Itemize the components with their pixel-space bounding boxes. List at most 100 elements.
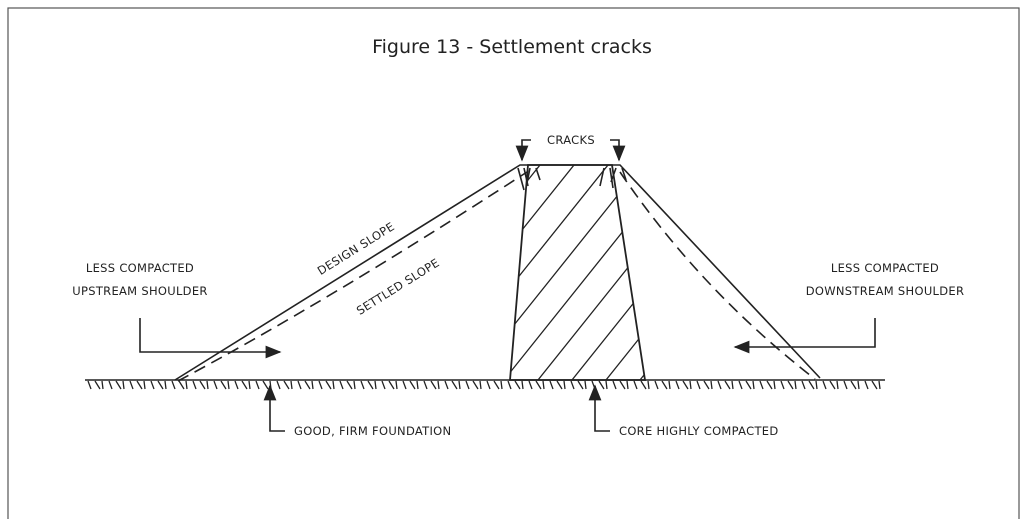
hatch (878, 380, 881, 390)
hatch (815, 380, 818, 390)
hatch (220, 380, 227, 390)
hatch (555, 165, 645, 380)
hatch (234, 380, 239, 390)
hatch (514, 380, 521, 390)
hatch (353, 380, 356, 390)
hatch (248, 380, 251, 390)
hatch (752, 380, 755, 390)
settled-upstream (177, 171, 528, 382)
hatch (738, 380, 743, 390)
hatch (731, 380, 734, 390)
hatch (766, 380, 773, 390)
upstream-arrow (139, 318, 282, 359)
hatch (444, 380, 449, 390)
hatch (829, 380, 836, 390)
hatch (584, 380, 587, 390)
hatch (521, 380, 524, 390)
hatch (864, 380, 869, 390)
hatch (416, 380, 419, 390)
downstream-arrow (733, 318, 876, 354)
hatch (640, 380, 647, 390)
hatch (290, 380, 293, 390)
hatch (430, 380, 437, 390)
frame (7, 7, 1020, 519)
hatch (318, 380, 323, 390)
hatch (276, 380, 281, 390)
hatch (696, 380, 701, 390)
hatch (164, 380, 167, 390)
core-hatch (510, 150, 892, 400)
hatch (388, 380, 395, 390)
hatch (227, 380, 230, 390)
hatch (339, 380, 344, 390)
downstream-label-line: LESS COMPACTED (831, 261, 939, 275)
hatch (598, 380, 605, 390)
hatch (857, 380, 860, 390)
crack-arrow-right (610, 139, 626, 162)
hatch (360, 380, 365, 390)
hatch (507, 380, 512, 390)
hatch (94, 380, 101, 390)
design-profile (174, 164, 821, 381)
hatch (241, 380, 248, 390)
hatch (521, 165, 645, 380)
hatch (661, 380, 668, 390)
hatch (745, 380, 752, 390)
hatch (143, 380, 146, 390)
hatch (465, 380, 470, 390)
hatch (510, 165, 553, 380)
hatch (801, 380, 806, 390)
hatch (500, 380, 503, 390)
hatch (129, 380, 134, 390)
upstream-label-line: LESS COMPACTED (86, 261, 194, 275)
hatch (150, 380, 155, 390)
hatch (556, 380, 563, 390)
hatch (304, 380, 311, 390)
hatch (479, 380, 482, 390)
hatch (472, 380, 479, 390)
hatch (850, 380, 857, 390)
hatch (255, 380, 260, 390)
hatch (409, 380, 416, 390)
hatch (101, 380, 104, 390)
hatch (325, 380, 332, 390)
hatch (682, 380, 689, 390)
hatch (542, 380, 545, 390)
hatch (658, 150, 858, 400)
cracks-label: CRACKS (547, 133, 595, 147)
hatch (692, 150, 892, 400)
hatch (619, 380, 626, 390)
upstream-label-line: UPSTREAM SHOULDER (72, 284, 207, 298)
hatch (773, 380, 776, 390)
hatch (794, 380, 797, 390)
hatch (535, 380, 542, 390)
hatch (710, 380, 713, 390)
hatch (570, 380, 575, 390)
hatch (626, 380, 629, 390)
hatch (605, 380, 608, 390)
hatch (724, 380, 731, 390)
core-label: CORE HIGHLY COMPACTED (619, 424, 779, 438)
hatch (332, 380, 335, 390)
hatch (549, 380, 554, 390)
hatch (451, 380, 458, 390)
hatch (122, 380, 125, 390)
hatch (510, 165, 587, 380)
hatch (108, 380, 113, 390)
hatch (510, 165, 645, 380)
core-arrow (588, 384, 610, 432)
hatch (589, 165, 645, 380)
hatch (563, 380, 566, 390)
hatch (528, 380, 533, 390)
hatch (283, 380, 290, 390)
hatch (136, 380, 143, 390)
hatch (787, 380, 794, 390)
hatch (297, 380, 302, 390)
hatch (346, 380, 353, 390)
hatch (843, 380, 848, 390)
hatch (206, 380, 209, 390)
hatch (311, 380, 314, 390)
hatch (654, 380, 659, 390)
hatch (822, 380, 827, 390)
